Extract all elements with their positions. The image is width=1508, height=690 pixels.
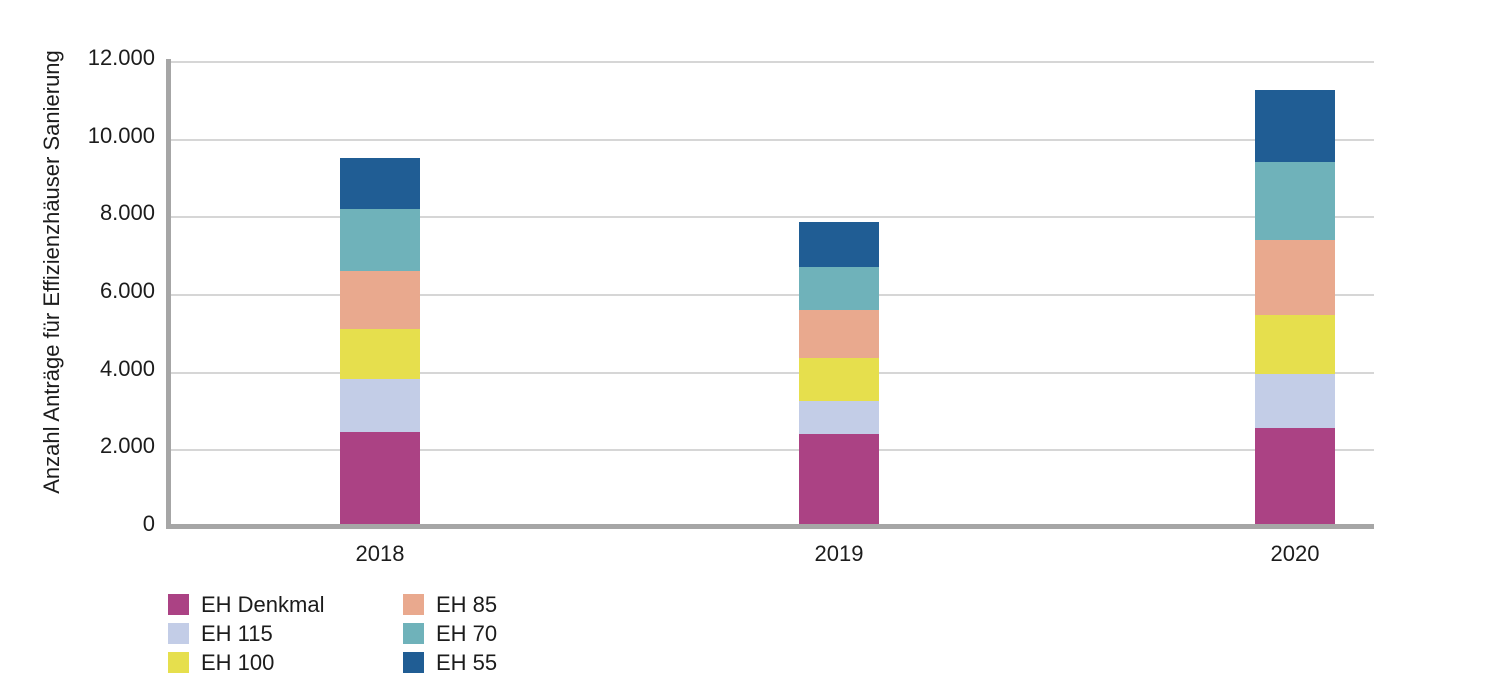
legend-item-eh-70: EH 70 bbox=[403, 620, 498, 646]
y-tick-label-4000: 4.000 bbox=[99, 355, 155, 381]
y-tick-label-12000: 12.000 bbox=[87, 45, 155, 70]
legend-swatch-eh-115 bbox=[168, 623, 189, 644]
bar-2019-segment-eh-70 bbox=[799, 266, 879, 310]
plot-area bbox=[170, 61, 1374, 527]
bar-2018-segment-eh-85 bbox=[340, 270, 420, 329]
y-tick-label-8000: 8.000 bbox=[99, 200, 155, 226]
legend-swatch-eh-denkmal bbox=[168, 594, 189, 615]
gridline-4000 bbox=[170, 371, 1374, 374]
bar-2019-segment-eh-115 bbox=[799, 400, 879, 434]
bar-2020-segment-eh-85 bbox=[1255, 239, 1335, 316]
legend-column-1: EH Denkmal EH 115 EH 100 bbox=[168, 591, 325, 681]
gridline-8000 bbox=[170, 216, 1374, 219]
bar-2019-segment-eh-55 bbox=[799, 222, 879, 267]
y-tick-label-6000: 6.000 bbox=[99, 278, 155, 303]
y-axis-title: Anzahl Anträge für Effizienzhäuser Sanie… bbox=[39, 50, 64, 494]
legend-swatch-eh-100 bbox=[168, 652, 189, 673]
bar-2020-segment-eh-115 bbox=[1255, 373, 1335, 428]
gridline-10000 bbox=[170, 138, 1374, 141]
bar-2018-segment-eh-115 bbox=[340, 379, 420, 432]
bar-2020-segment-eh-100 bbox=[1255, 315, 1335, 374]
x-tick-label-2018: 2018 bbox=[355, 541, 405, 566]
bar-2018-segment-eh-denkmal bbox=[340, 431, 420, 527]
y-tick-label-10000: 10.000 bbox=[87, 122, 155, 148]
legend-swatch-eh-70 bbox=[403, 623, 424, 644]
gridline-2000 bbox=[170, 449, 1374, 452]
bar-2020 bbox=[1255, 61, 1335, 527]
legend-item-eh-100: EH 100 bbox=[168, 649, 324, 675]
legend-swatch-eh-55 bbox=[403, 652, 424, 673]
legend-swatch-eh-85 bbox=[403, 594, 424, 615]
x-axis-line bbox=[166, 524, 1374, 529]
bar-2020-segment-eh-55 bbox=[1255, 90, 1335, 162]
y-axis-line bbox=[166, 59, 171, 529]
bar-2018-segment-eh-100 bbox=[340, 328, 420, 380]
legend-label-eh-85: EH 85 bbox=[436, 591, 498, 617]
bar-2018 bbox=[340, 61, 420, 527]
bar-2019 bbox=[799, 61, 879, 527]
bar-2019-segment-eh-85 bbox=[799, 309, 879, 359]
y-tick-label-0: 0 bbox=[142, 511, 155, 536]
legend-item-eh-denkmal: EH Denkmal bbox=[168, 591, 325, 617]
bar-2020-segment-eh-denkmal bbox=[1255, 427, 1335, 527]
legend-label-eh-70: EH 70 bbox=[436, 620, 498, 646]
legend-label-eh-55: EH 55 bbox=[436, 649, 498, 675]
legend-label-eh-115: EH 115 bbox=[201, 620, 273, 646]
x-tick-label-2020: 2020 bbox=[1270, 541, 1320, 566]
legend-item-eh-115: EH 115 bbox=[168, 620, 324, 646]
gridline-12000 bbox=[170, 61, 1374, 63]
legend-label-eh-denkmal: EH Denkmal bbox=[201, 591, 325, 617]
bar-2019-segment-eh-100 bbox=[799, 358, 879, 401]
gridline-6000 bbox=[170, 294, 1374, 296]
bar-2018-segment-eh-70 bbox=[340, 208, 420, 271]
x-tick-label-2019: 2019 bbox=[814, 541, 864, 566]
legend-column-2: EH 85 EH 70 EH 55 bbox=[403, 591, 498, 681]
bar-2019-segment-eh-denkmal bbox=[799, 433, 879, 527]
y-tick-label-2000: 2.000 bbox=[99, 433, 155, 459]
bar-2018-segment-eh-55 bbox=[340, 158, 420, 209]
legend-item-eh-85: EH 85 bbox=[403, 591, 498, 617]
legend-item-eh-55: EH 55 bbox=[403, 649, 498, 675]
bar-2020-segment-eh-70 bbox=[1255, 162, 1335, 240]
legend-label-eh-100: EH 100 bbox=[201, 649, 275, 675]
